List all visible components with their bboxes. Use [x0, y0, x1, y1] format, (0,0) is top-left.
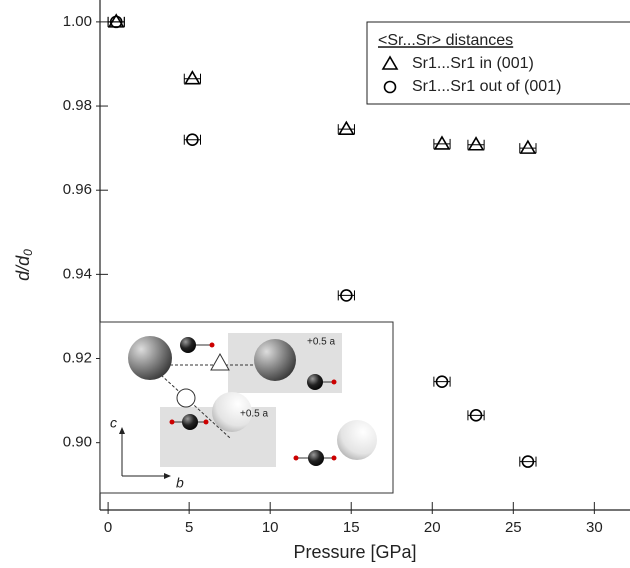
x-tick-label: 30 [586, 519, 603, 536]
arrow-head [164, 473, 171, 479]
atom [182, 414, 198, 430]
y-axis-label: d/d0 [13, 249, 35, 281]
y-tick-label: 0.90 [63, 434, 92, 451]
inset-label: b [176, 475, 184, 491]
axes: 0.90 0.92 0.94 0.96 0.98 1.00 0 5 10 15 20 25 30 Pres… [13, 0, 630, 562]
x-tick-label: 25 [505, 519, 522, 536]
x-tick-label: 20 [424, 519, 441, 536]
error-bar [433, 138, 451, 149]
sr-atom [337, 420, 377, 460]
y-axis-label-sub: 0 [21, 249, 35, 256]
atom [180, 337, 196, 353]
legend-label: Sr1...Sr1 out of (001) [412, 78, 561, 95]
inset-label: +0.5 a [240, 409, 269, 420]
marker [183, 70, 201, 85]
x-tick-label: 0 [104, 519, 112, 536]
marker [109, 15, 123, 29]
error-bar [519, 143, 537, 154]
marker [186, 133, 199, 147]
x-axis-label: Pressure [GPa] [293, 542, 416, 562]
marker [435, 375, 449, 388]
marker [433, 135, 451, 150]
legend-box [366, 21, 630, 105]
circle-symbol [176, 388, 196, 408]
atom [307, 374, 323, 390]
y-tick-label: 0.98 [63, 97, 92, 114]
sr-atom [128, 336, 172, 380]
marker [519, 139, 537, 154]
atom [293, 455, 299, 461]
marker [469, 409, 483, 422]
legend-label: Sr1...Sr1 in (001) [412, 55, 534, 72]
atom [331, 455, 337, 461]
inset-label: +0.5 a [307, 337, 336, 348]
legend-marker [381, 55, 399, 70]
y-tick-label: 0.94 [63, 265, 92, 282]
error-bar [183, 73, 201, 84]
inset-label: c [110, 415, 117, 431]
marker [337, 120, 355, 135]
y-tick-label: 0.96 [63, 181, 92, 198]
legend-title: <Sr...Sr> distances [378, 32, 513, 49]
x-tick-label: 15 [343, 519, 360, 536]
y-axis-label-main: d/d [13, 255, 33, 281]
legend-marker [383, 80, 397, 94]
marker [521, 455, 535, 468]
x-tick-label: 5 [185, 519, 193, 536]
error-bar [337, 124, 355, 135]
legend: <Sr...Sr> distances Sr1...Sr1 in (001) Sr… [366, 21, 630, 105]
marker [467, 136, 485, 151]
atom [331, 379, 337, 385]
marker [340, 289, 353, 302]
y-tick-label: 0.92 [63, 349, 92, 366]
sr-atom [254, 339, 296, 381]
y-tick-label: 1.00 [63, 13, 92, 30]
atom [308, 450, 324, 466]
atom [203, 419, 209, 425]
atom [169, 419, 175, 425]
sr-atom [212, 392, 252, 432]
inset: +0.5 a +0.5 a c b [99, 321, 394, 494]
arrow-head [119, 427, 125, 434]
atom [209, 342, 215, 348]
triangle-symbol [210, 352, 230, 371]
x-tick-label: 10 [262, 519, 279, 536]
error-bar [467, 139, 485, 150]
inset-line [149, 364, 231, 439]
